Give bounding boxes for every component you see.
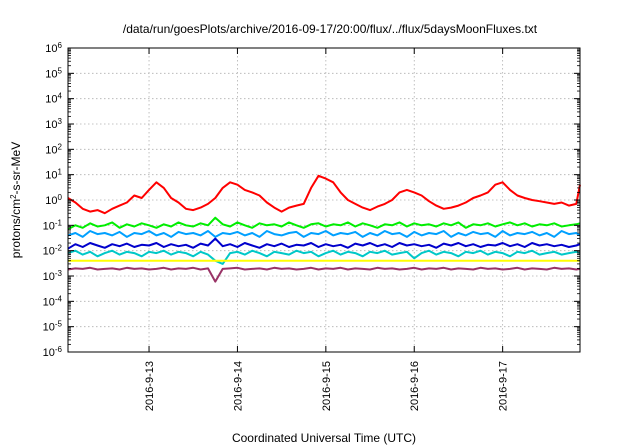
y-tick-label: 104 [45, 91, 62, 106]
y-tick-label: 10-6 [43, 345, 63, 360]
y-axis-label: protons/cm2-s-sr-MeV [9, 142, 24, 258]
y-tick-label-exponent: -6 [55, 345, 63, 354]
y-tick-label-base: 10 [43, 246, 55, 258]
y-tick-label: 100 [45, 193, 62, 208]
x-tick-label: 2016-9-17 [498, 361, 510, 411]
y-tick-label-base: 10 [45, 43, 57, 55]
series-group [67, 174, 581, 283]
y-tick-label-exponent: 5 [58, 66, 63, 75]
series-line-7 [67, 266, 581, 283]
x-tick-label: 2016-9-14 [232, 361, 244, 411]
y-axis-label-exponent: 2 [9, 194, 18, 199]
y-tick-label: 10-5 [43, 319, 63, 334]
y-tick-label-exponent: -5 [55, 319, 63, 328]
y-axis-ticks: 10-610-510-410-310-210-11001011021031041… [43, 41, 580, 360]
y-tick-label-base: 10 [45, 170, 57, 182]
y-tick-label: 102 [45, 142, 62, 157]
y-tick-label: 10-4 [43, 294, 63, 309]
y-tick-label-base: 10 [43, 322, 55, 334]
y-axis-label-part-2: -s-sr-MeV [9, 142, 23, 195]
y-tick-label-base: 10 [43, 347, 55, 359]
y-tick-label-base: 10 [45, 144, 57, 156]
series-line-3 [67, 230, 581, 238]
y-tick-label: 10-2 [43, 243, 63, 258]
y-tick-label-exponent: 1 [58, 167, 63, 176]
series-line-5 [67, 249, 581, 265]
y-tick-label-base: 10 [45, 195, 57, 207]
x-axis-label: Coordinated Universal Time (UTC) [232, 431, 416, 445]
series-line-1 [67, 174, 581, 215]
chart-title: /data/run/goesPlots/archive/2016-09-17/2… [123, 22, 538, 36]
y-tick-label-base: 10 [43, 296, 55, 308]
series-line-2 [67, 216, 581, 231]
y-tick-label-exponent: 2 [58, 142, 63, 151]
series-line-4 [67, 237, 581, 250]
y-tick-label-exponent: 3 [58, 117, 63, 126]
y-axis-label-part-1: protons/cm [9, 199, 23, 258]
y-tick-label: 105 [45, 66, 62, 81]
y-tick-label: 10-3 [43, 269, 63, 284]
y-tick-label-exponent: 4 [58, 91, 63, 100]
y-tick-label-exponent: -4 [55, 294, 63, 303]
y-tick-label: 106 [45, 41, 62, 56]
x-tick-label: 2016-9-13 [144, 361, 156, 411]
y-tick-label: 103 [45, 117, 62, 132]
y-tick-label-base: 10 [45, 68, 57, 80]
x-tick-label: 2016-9-16 [409, 361, 421, 411]
y-tick-label-exponent: -3 [55, 269, 63, 278]
y-tick-label-exponent: 0 [58, 193, 63, 202]
x-axis-ticks: 2016-9-13 2016-9-14 2016-9-15 2016-9-16 2016… [144, 48, 510, 411]
y-tick-label: 10-1 [43, 218, 63, 233]
y-tick-label-exponent: -1 [55, 218, 63, 227]
y-tick-label-base: 10 [43, 271, 55, 283]
y-tick-label: 101 [45, 167, 62, 182]
y-tick-label-exponent: -2 [55, 243, 63, 252]
x-tick-label: 2016-9-15 [321, 361, 333, 411]
grid [68, 48, 580, 352]
y-tick-label-base: 10 [45, 94, 57, 106]
y-tick-label-base: 10 [45, 119, 57, 131]
y-tick-label-base: 10 [43, 220, 55, 232]
y-tick-label-exponent: 6 [58, 41, 63, 50]
